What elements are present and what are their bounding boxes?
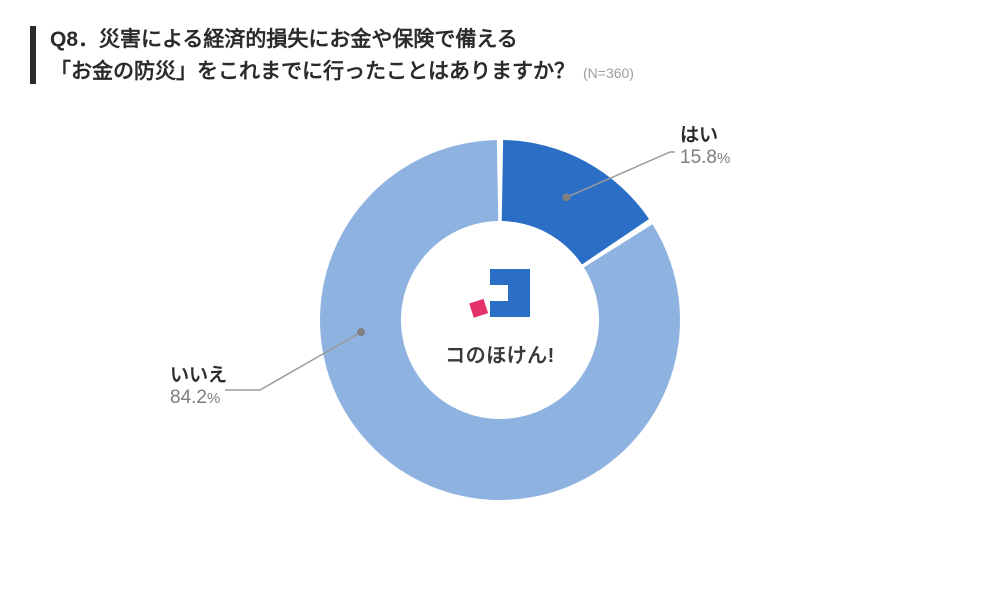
- question-line-2-row: 「お金の防災」をこれまでに行ったことはありますか？ (N=360): [50, 56, 634, 88]
- label-no-text: いいえ: [170, 360, 227, 387]
- sample-size: (N=360): [583, 65, 634, 81]
- header-accent-bar: [30, 26, 36, 84]
- label-no-number: 84.2: [170, 387, 207, 408]
- center-logo: コのほけん!: [440, 255, 560, 375]
- question-number: Q8．: [50, 28, 99, 51]
- chart-area: コのほけん! はい 15.8% いいえ 84.2%: [0, 120, 1000, 580]
- question-line-1: Q8．災害による経済的損失にお金や保険で備える: [50, 24, 634, 56]
- label-no: いいえ 84.2%: [170, 360, 227, 409]
- label-yes: はい 15.8%: [680, 120, 730, 169]
- label-yes-text: はい: [680, 120, 730, 147]
- label-no-unit: %: [207, 390, 220, 407]
- label-no-value: 84.2%: [170, 387, 227, 409]
- label-yes-value: 15.8%: [680, 147, 730, 169]
- logo-icon: [460, 263, 540, 333]
- question-header: Q8．災害による経済的損失にお金や保険で備える 「お金の防災」をこれまでに行った…: [30, 24, 634, 87]
- question-text-1: 災害による経済的損失にお金や保険で備える: [99, 28, 518, 51]
- label-yes-unit: %: [717, 150, 730, 167]
- label-yes-number: 15.8: [680, 147, 717, 168]
- logo-text: コのほけん!: [445, 339, 555, 368]
- question-text-block: Q8．災害による経済的損失にお金や保険で備える 「お金の防災」をこれまでに行った…: [50, 24, 634, 87]
- question-text-2: 「お金の防災」をこれまでに行ったことはありますか？: [50, 56, 575, 88]
